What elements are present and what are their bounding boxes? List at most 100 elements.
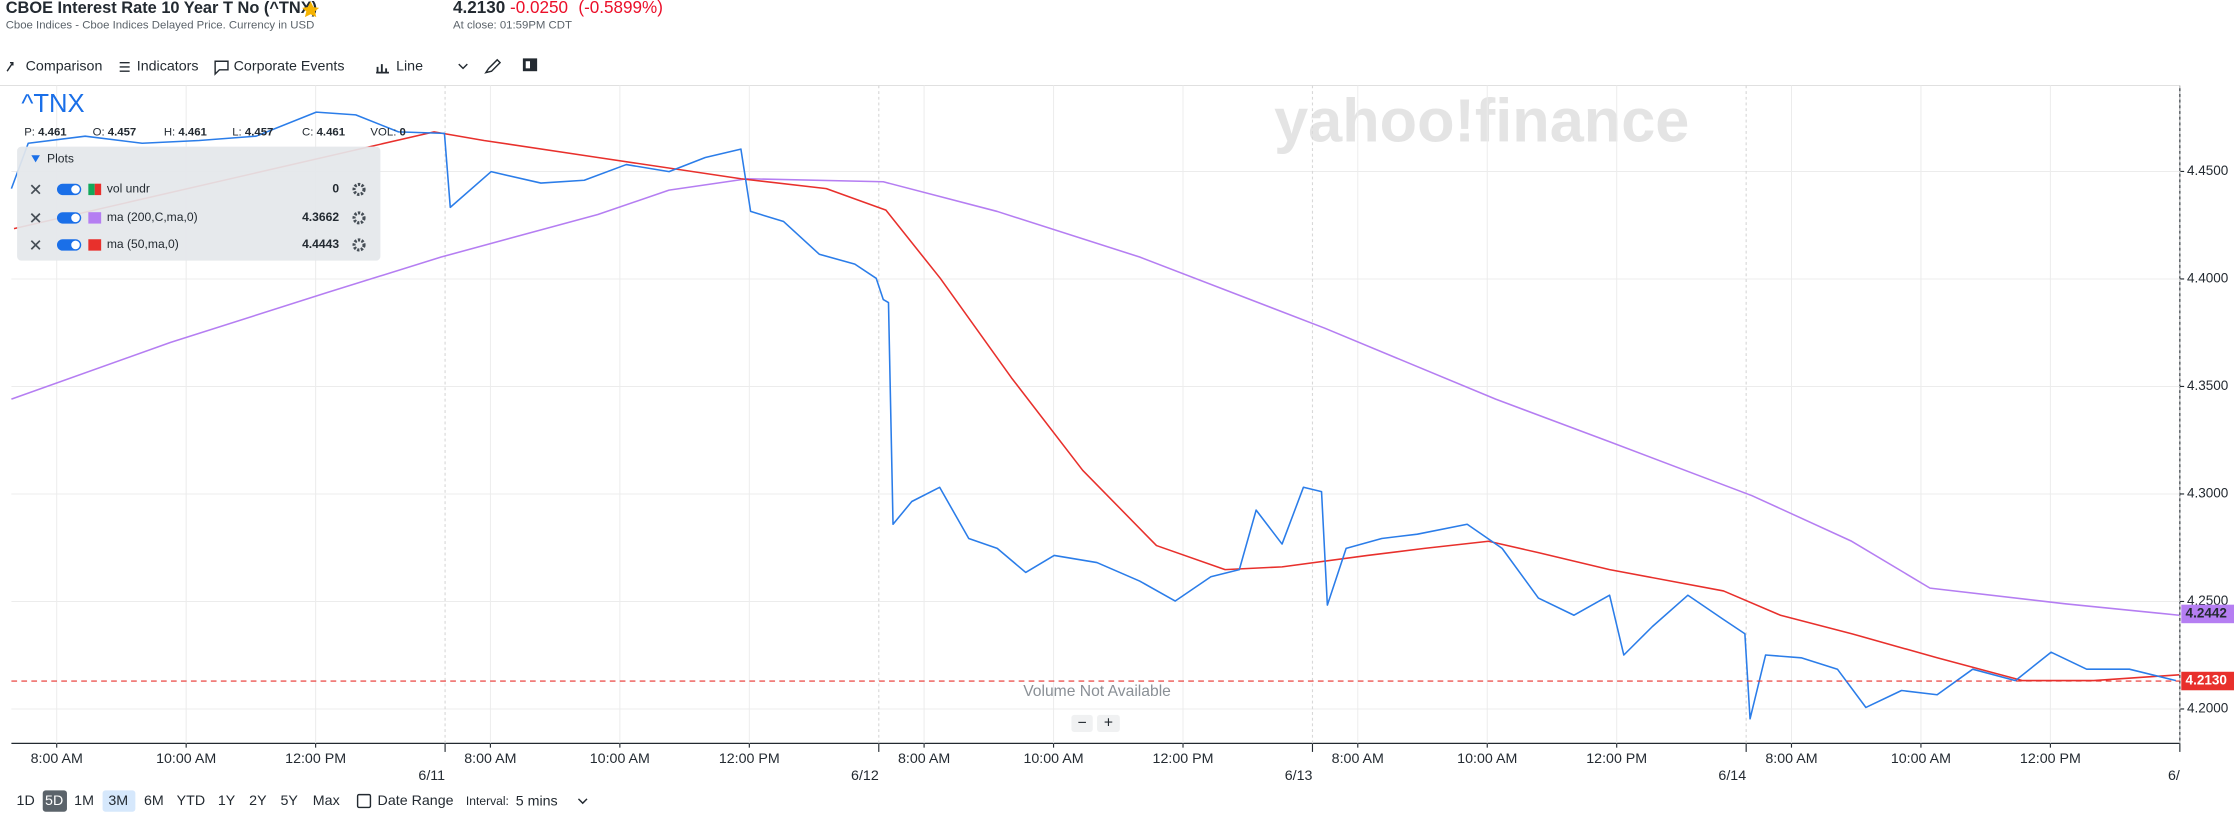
zoom-in-label[interactable]: + [1104,715,1113,732]
range-button[interactable]: 5Y [281,793,299,809]
interval-value[interactable]: 5 mins [516,794,558,810]
value-tag [2181,604,2234,624]
range-selected [42,790,67,812]
remove-plot[interactable] [30,184,41,195]
date-tick-label: 6/11 [418,768,445,784]
page-subtitle: Cboe Indices - Cboe Indices Delayed Pric… [6,20,315,32]
plots-title: Plots [47,152,74,166]
range-button[interactable]: Max [313,793,340,809]
indicators-button[interactable]: Indicators [137,59,199,75]
comparison-icon [6,61,14,72]
swatch [88,239,102,251]
range-button[interactable]: YTD [177,793,205,809]
ohlc-item: C: 4.461 [302,126,346,138]
settings-gear[interactable] [352,238,366,252]
remove-plot[interactable] [30,240,41,250]
ohlc-label: L: [232,126,242,138]
x-tick-label: 12:00 PM [1153,751,1214,767]
layout-tool[interactable] [522,58,538,72]
range-button[interactable]: 1M [74,793,94,809]
comparison-button[interactable]: Comparison [26,59,103,75]
y-tick-label: 4.4000 [2187,271,2228,286]
x-tick-label: 10:00 AM [590,751,650,767]
range-button[interactable]: 3M [108,793,128,809]
ohlc-item: O: 4.457 [93,126,137,138]
collapse-arrow[interactable] [31,155,40,163]
chart-type-button[interactable]: Line [396,59,423,75]
plot-name: ma (50,ma,0) [107,237,179,251]
x-tick-label: 12:00 PM [1586,751,1647,767]
ohlc-value: 0 [400,126,406,138]
swatch [88,212,102,224]
x-tick-label: 12:00 PM [719,751,780,767]
toggle-knob [71,213,80,223]
layout-tool-detail [525,61,531,69]
range-bar: 1D 5D 1M 3M 6M YTD 1Y 2Y 5Y Max Date Range Interval… [17,790,588,812]
volume-note: Volume Not Available [1023,683,1171,700]
settings-gear[interactable] [352,211,366,225]
value-tag-label: 4.2442 [2186,606,2227,621]
range-button[interactable]: 5D [45,793,63,809]
settings-gear[interactable] [352,182,366,196]
range-button[interactable]: 1Y [218,793,236,809]
toggle-knob [71,185,80,194]
zoom-in-button[interactable] [1097,714,1120,732]
percent-change: (-0.5899%) [578,0,663,17]
chart-type-chevron[interactable] [458,63,468,70]
x-tick-label: 8:00 AM [464,751,516,767]
y-tick-label: 4.2000 [2187,701,2228,716]
price-change: -0.0250 [510,0,568,17]
symbol-label: ^TNX [21,90,84,118]
date-range-button[interactable]: Date Range [378,793,454,809]
ohlc-item: P: 4.461 [24,126,67,138]
date-tick-label: 6/14 [1718,768,1746,784]
x-tick-label: 8:00 AM [31,751,83,767]
last-price: 4.2130 [453,0,505,17]
y-tick-label: 4.2500 [2187,593,2228,608]
ohlc-value: 4.457 [245,126,273,138]
indicators-icon [119,61,130,72]
events-icon [214,60,229,76]
swatch [94,183,102,196]
draw-tool[interactable] [484,58,502,74]
zoom-out-button[interactable] [1071,714,1093,732]
date-tick-label: 6/ [2168,768,2180,784]
ohlc-item: L: 4.457 [232,126,273,138]
plot-value: 4.3662 [302,210,339,224]
chart-type-icon [376,64,389,74]
x-tick-label: 10:00 AM [1457,751,1517,767]
plot-name: ma (200,C,ma,0) [107,210,198,224]
x-tick-label: 12:00 PM [2020,751,2081,767]
range-highlight [102,790,136,812]
ohlc-value: 4.461 [317,126,346,138]
plots-panel-bg [17,146,381,261]
ohlc-item: H: 4.461 [164,126,208,138]
series-line [13,131,2180,682]
interval-chevron[interactable] [577,798,588,805]
y-tick-label: 4.4500 [2187,163,2228,178]
ohlc-label: C: [302,126,313,138]
plot-name: vol undr [107,182,150,196]
favorite-star[interactable] [302,1,320,18]
x-tick-label: 12:00 PM [285,751,346,767]
corporate-events-button[interactable]: Corporate Events [234,59,345,75]
ohlc-value: 4.461 [38,126,67,138]
ohlc-label: H: [164,126,175,138]
x-tick-label: 10:00 AM [1023,751,1083,767]
range-button[interactable]: 6M [144,793,164,809]
plot-area: 4.2000 4.2500 4.3000 4.3500 4.4000 4.4500 8:00… [0,84,2234,784]
zoom-out-label[interactable]: − [1078,715,1087,732]
toolbar: Comparison Indicators Corporate Events L… [6,58,538,76]
range-button[interactable]: 1D [17,793,35,809]
x-tick-label: 8:00 AM [898,751,950,767]
series-line [11,177,2180,617]
date-tick-label: 6/13 [1285,768,1313,784]
range-button[interactable]: 2Y [249,793,267,809]
y-tick-label: 4.3500 [2187,378,2228,393]
interval-label: Interval: [466,794,509,808]
series-line [10,111,2177,720]
ohlc-label: P: [24,126,35,138]
remove-plot[interactable] [30,213,41,223]
